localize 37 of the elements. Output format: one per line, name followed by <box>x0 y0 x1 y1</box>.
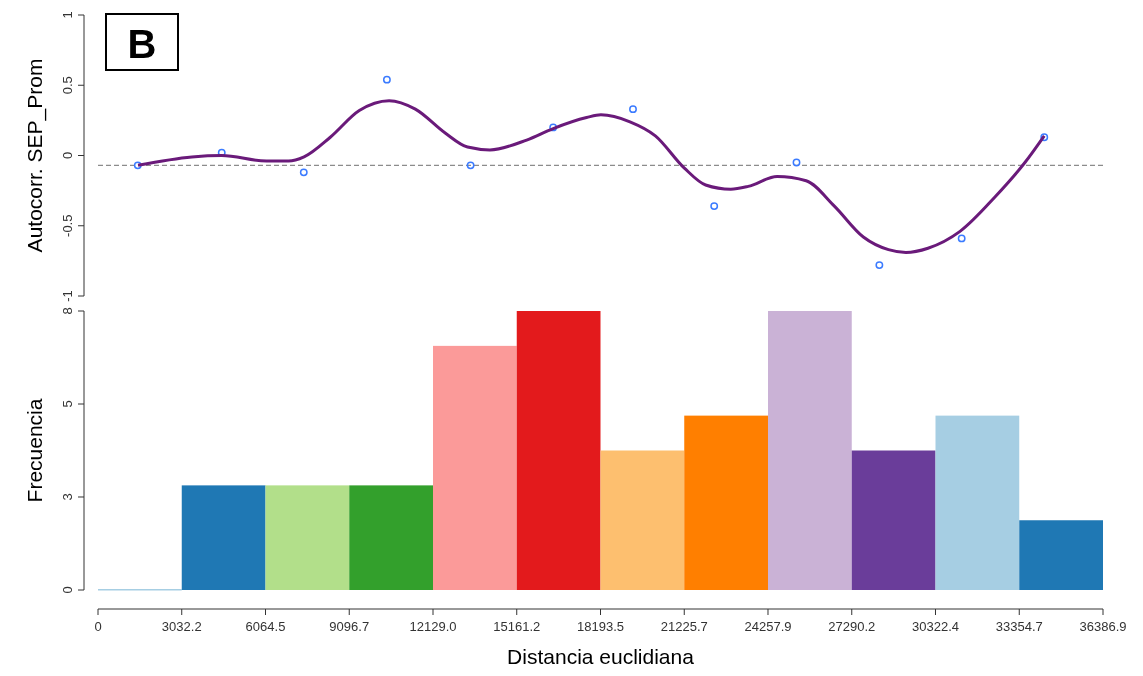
y-tick-label: 3 <box>60 493 75 501</box>
x-tick-label: 21225.7 <box>660 619 708 634</box>
x-tick-label: 6064.5 <box>245 619 286 634</box>
x-tick-label: 15161.2 <box>493 619 541 634</box>
y-axis-title: Autocorr. SEP_Prom <box>23 58 47 253</box>
x-tick-label: 3032.2 <box>161 619 202 634</box>
y-tick-label: 5 <box>60 400 75 408</box>
point <box>629 105 637 114</box>
point <box>133 161 142 170</box>
point <box>549 123 558 132</box>
x-tick-label: 36386.9 <box>1079 619 1127 634</box>
annotation: B <box>127 22 157 66</box>
point <box>710 202 719 211</box>
x-tick-label: 12129.0 <box>409 619 457 634</box>
y-tick-label: -1 <box>60 290 75 302</box>
x-tick-label: 18193.5 <box>577 619 624 634</box>
point <box>466 161 475 170</box>
point <box>382 75 391 84</box>
x-tick-label: 0 <box>94 619 102 634</box>
point <box>875 261 884 270</box>
point <box>1040 133 1049 142</box>
y-tick-label: 8 <box>60 307 75 315</box>
x-tick-label: 24257.9 <box>744 619 792 634</box>
x-tick-label: 27290.2 <box>828 619 876 634</box>
point <box>792 158 801 167</box>
x-tick-label: 30322.4 <box>912 619 959 634</box>
y-tick-label: 0 <box>60 586 75 594</box>
y-tick-label: 0 <box>60 151 75 160</box>
point <box>299 168 308 177</box>
x-axis-title: Distancia euclidiana <box>507 645 695 668</box>
x-tick-label: 33354.7 <box>995 619 1043 634</box>
y-tick-label: 1 <box>60 11 75 19</box>
y-tick-label: 0.5 <box>60 76 75 95</box>
y-tick-label: -0.5 <box>60 214 75 237</box>
point <box>957 234 966 243</box>
y-axis-title: Frecuencia <box>23 398 46 503</box>
x-tick-label: 9096.7 <box>329 619 370 634</box>
